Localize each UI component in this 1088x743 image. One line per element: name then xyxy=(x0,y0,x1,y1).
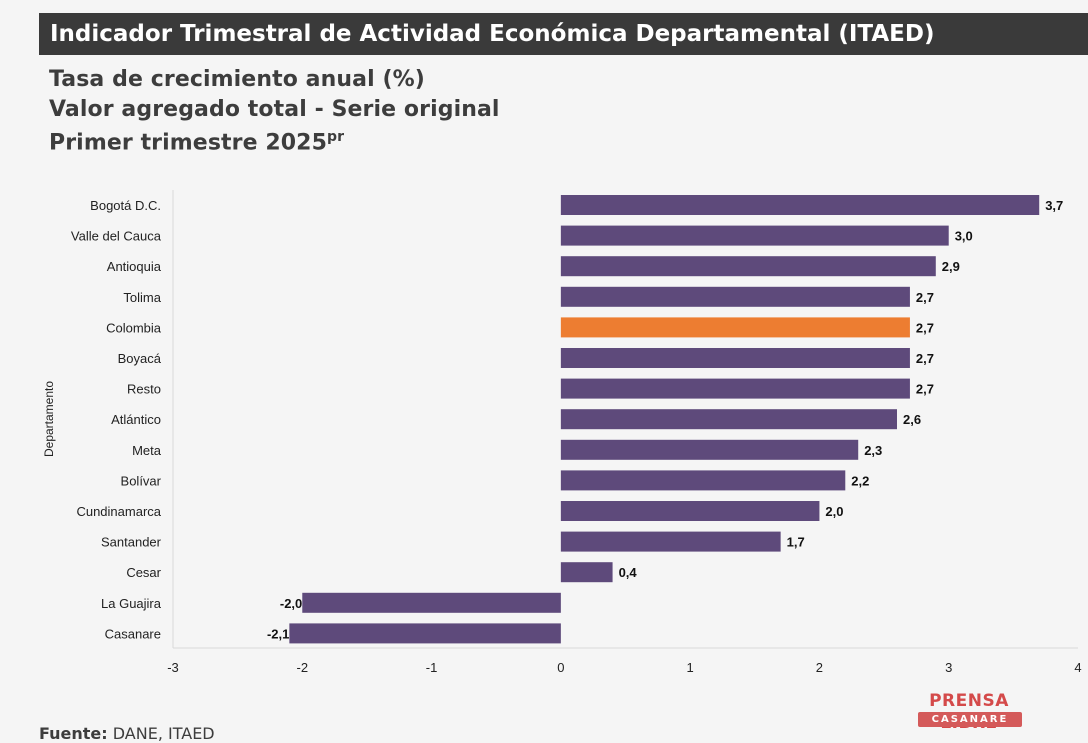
subtitle-metric: Tasa de crecimiento anual (%) xyxy=(49,67,425,92)
data-label: 2,9 xyxy=(942,259,960,274)
category-label: La Guajira xyxy=(101,596,162,611)
subtitle-series: Valor agregado total - Serie original xyxy=(49,97,500,122)
x-tick-label: 2 xyxy=(816,660,823,675)
subtitle-period-superscript: pr xyxy=(327,129,345,145)
bar xyxy=(560,286,910,307)
data-label: 0,4 xyxy=(619,565,638,580)
x-tick-label: 4 xyxy=(1074,660,1081,675)
bar xyxy=(289,623,561,644)
data-label: 2,7 xyxy=(916,320,934,335)
bar xyxy=(560,195,1040,215)
brand-logo: PRENSA LIBRE CASANARE xyxy=(910,690,1028,733)
category-label: Colombia xyxy=(106,320,162,335)
data-label: -2,0 xyxy=(280,596,302,611)
x-tick-label: 0 xyxy=(557,660,564,675)
category-label: Resto xyxy=(127,382,161,397)
category-label: Valle del Cauca xyxy=(71,229,162,244)
bar xyxy=(560,439,859,460)
data-label: 3,7 xyxy=(1045,198,1063,213)
x-tick-label: -2 xyxy=(297,660,309,675)
bar xyxy=(560,317,910,338)
category-label: Cundinamarca xyxy=(76,504,161,519)
bar xyxy=(560,256,936,277)
source-text: DANE, ITAED xyxy=(112,724,215,743)
x-tick-label: -1 xyxy=(426,660,438,675)
category-label: Bogotá D.C. xyxy=(90,198,161,213)
logo-bottom-text: CASANARE xyxy=(918,712,1022,727)
bar xyxy=(302,592,561,613)
category-label: Bolívar xyxy=(121,473,162,488)
bar xyxy=(560,531,781,552)
subtitle-period-text: Primer trimestre 2025 xyxy=(49,130,327,156)
data-label: 2,7 xyxy=(916,382,934,397)
x-tick-label: 3 xyxy=(945,660,952,675)
category-label: Tolima xyxy=(123,290,161,305)
category-label: Casanare xyxy=(105,626,161,641)
data-label: 2,7 xyxy=(916,290,934,305)
subtitle-period: Primer trimestre 2025pr xyxy=(49,129,344,155)
source-note: Fuente: DANE, ITAED xyxy=(39,724,215,743)
data-label: 2,3 xyxy=(864,443,882,458)
category-label: Atlántico xyxy=(111,412,161,427)
category-label: Meta xyxy=(132,443,162,458)
data-label: 2,7 xyxy=(916,351,934,366)
data-label: 2,0 xyxy=(825,504,843,519)
chart-title: Indicador Trimestral de Actividad Económ… xyxy=(50,21,935,47)
bar xyxy=(560,562,613,583)
logo-top-text: PRENSA LIBRE xyxy=(929,691,1009,733)
data-label: 2,6 xyxy=(903,412,921,427)
category-label: Cesar xyxy=(126,565,161,580)
bar xyxy=(560,501,820,521)
bar xyxy=(560,378,910,399)
header-bar: Indicador Trimestral de Actividad Económ… xyxy=(39,13,1088,55)
category-label: Boyacá xyxy=(118,351,162,366)
data-label: 1,7 xyxy=(787,535,805,550)
y-axis-title: Departamento xyxy=(42,381,56,457)
x-tick-label: 1 xyxy=(687,660,694,675)
category-label: Antioquia xyxy=(107,259,162,274)
bar xyxy=(560,409,897,430)
data-label: 2,2 xyxy=(851,473,869,488)
bar xyxy=(560,225,949,246)
data-label: 3,0 xyxy=(955,229,973,244)
data-label: -2,1 xyxy=(267,626,289,641)
x-tick-label: -3 xyxy=(167,660,179,675)
bar xyxy=(560,470,846,491)
bar xyxy=(560,348,910,368)
category-label: Santander xyxy=(101,535,162,550)
source-label: Fuente: xyxy=(39,724,108,743)
